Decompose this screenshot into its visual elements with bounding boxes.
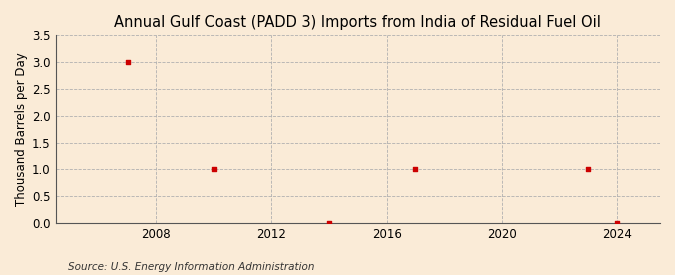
Point: [209, 167, 219, 172]
Point: [323, 221, 334, 225]
Point: [612, 221, 622, 225]
Point: [583, 167, 593, 172]
Point: [122, 60, 133, 64]
Text: Source: U.S. Energy Information Administration: Source: U.S. Energy Information Administ…: [68, 262, 314, 272]
Point: [410, 167, 421, 172]
Title: Annual Gulf Coast (PADD 3) Imports from India of Residual Fuel Oil: Annual Gulf Coast (PADD 3) Imports from …: [114, 15, 601, 30]
Y-axis label: Thousand Barrels per Day: Thousand Barrels per Day: [15, 52, 28, 206]
